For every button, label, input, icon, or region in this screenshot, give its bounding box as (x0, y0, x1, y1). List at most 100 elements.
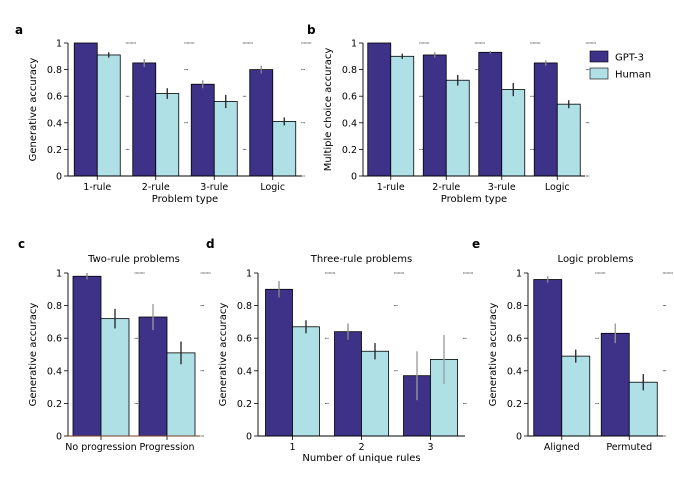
data-dot (301, 42, 303, 44)
data-dot (419, 148, 421, 150)
data-dot (590, 42, 592, 44)
x-tick-label: 3-rule (488, 182, 516, 193)
data-dot (193, 42, 195, 44)
data-dot (301, 122, 303, 124)
data-dot (593, 42, 595, 44)
data-dot (530, 95, 532, 97)
data-dot (538, 42, 540, 44)
bar-gpt3-1 (422, 54, 447, 177)
data-dot (482, 42, 484, 44)
data-dot (420, 42, 422, 44)
data-dot (532, 95, 534, 97)
data-dot (186, 122, 188, 124)
data-dot (249, 42, 251, 44)
y-axis-label: Generative accuracy (28, 303, 39, 407)
data-dot (327, 402, 329, 404)
data-dot (334, 272, 336, 274)
data-dot (326, 337, 328, 339)
data-dot (200, 305, 202, 307)
data-dot (185, 42, 187, 44)
bar-gpt3-1 (600, 332, 630, 437)
data-dot (665, 370, 667, 372)
data-dot (325, 337, 326, 339)
legend-label: Human (615, 70, 651, 81)
bar-human-2 (213, 101, 238, 177)
data-dot (587, 175, 589, 177)
data-dot (594, 42, 596, 44)
data-dot (135, 402, 137, 404)
data-dot (419, 95, 421, 97)
data-dot (587, 69, 589, 71)
panel-title: Three-rule problems (310, 254, 412, 265)
data-dot (134, 337, 136, 339)
data-dot (127, 42, 129, 44)
x-tick-label: Aligned (544, 442, 580, 453)
data-dot (588, 122, 590, 124)
bar-human-0 (390, 55, 415, 177)
bar-human-1 (445, 79, 470, 177)
data-dot (465, 402, 467, 404)
data-dot (587, 42, 589, 44)
data-dot (127, 148, 129, 150)
data-dot (200, 370, 202, 372)
legend-swatch (589, 67, 609, 80)
panel-title: Logic problems (558, 254, 634, 265)
data-dot (476, 122, 478, 124)
bar-gpt3-0 (367, 42, 392, 177)
data-dot (184, 42, 186, 44)
bar-gpt3-1 (138, 316, 168, 437)
data-dot (472, 272, 474, 274)
data-dot (302, 42, 304, 44)
data-dot (128, 95, 130, 97)
data-dot (200, 435, 202, 437)
data-dot (530, 42, 532, 44)
data-dot (665, 305, 667, 307)
data-dot (397, 272, 399, 274)
data-dot (536, 42, 538, 44)
data-dot (185, 122, 187, 124)
y-tick-label: 0 (246, 432, 252, 443)
data-dot (208, 272, 210, 274)
data-dot (302, 175, 304, 177)
data-dot (133, 42, 135, 44)
bar-gpt3-2 (478, 51, 503, 177)
data-dot (301, 69, 303, 71)
x-tick-label: Logic (260, 182, 285, 193)
data-dot (596, 272, 598, 274)
data-dot (477, 42, 479, 44)
data-dot (331, 272, 333, 274)
data-dot (307, 42, 309, 44)
data-dot (332, 272, 334, 274)
data-dot (464, 337, 466, 339)
panel-a: a 1-rule 2-rule 3-rule Logic 0 0.2 0.4 0.6 0.8 1 Ge… (15, 23, 312, 205)
data-dot (662, 305, 664, 307)
x-tick-label: 2 (358, 442, 364, 453)
y-tick-label: 0.8 (507, 301, 522, 312)
x-tick-label: Progression (139, 442, 194, 453)
y-tick-label: 0.4 (507, 366, 522, 377)
data-dot (125, 42, 127, 44)
x-tick-label: 3-rule (200, 182, 228, 193)
data-dot (477, 122, 479, 124)
data-dot (305, 42, 307, 44)
y-tick-label: 1 (246, 269, 252, 280)
data-dot (244, 42, 246, 44)
y-tick-label: 0.4 (342, 118, 357, 129)
y-tick-label: 0.2 (507, 399, 522, 410)
bar-human-1 (361, 350, 389, 437)
data-dot (132, 42, 134, 44)
data-dot (188, 42, 190, 44)
data-dot (201, 370, 203, 372)
bar-gpt3-2 (190, 83, 215, 177)
x-tick-label: 1 (289, 442, 295, 453)
data-dot (597, 272, 599, 274)
data-dot (135, 337, 137, 339)
y-tick-label: 0.6 (47, 92, 62, 103)
y-tick-label: 0.2 (47, 399, 62, 410)
data-dot (665, 272, 667, 274)
data-dot (306, 42, 308, 44)
legend-label: GPT-3 (615, 53, 644, 64)
bar-gpt3-3 (249, 69, 274, 177)
bar-gpt3-0 (72, 275, 102, 437)
